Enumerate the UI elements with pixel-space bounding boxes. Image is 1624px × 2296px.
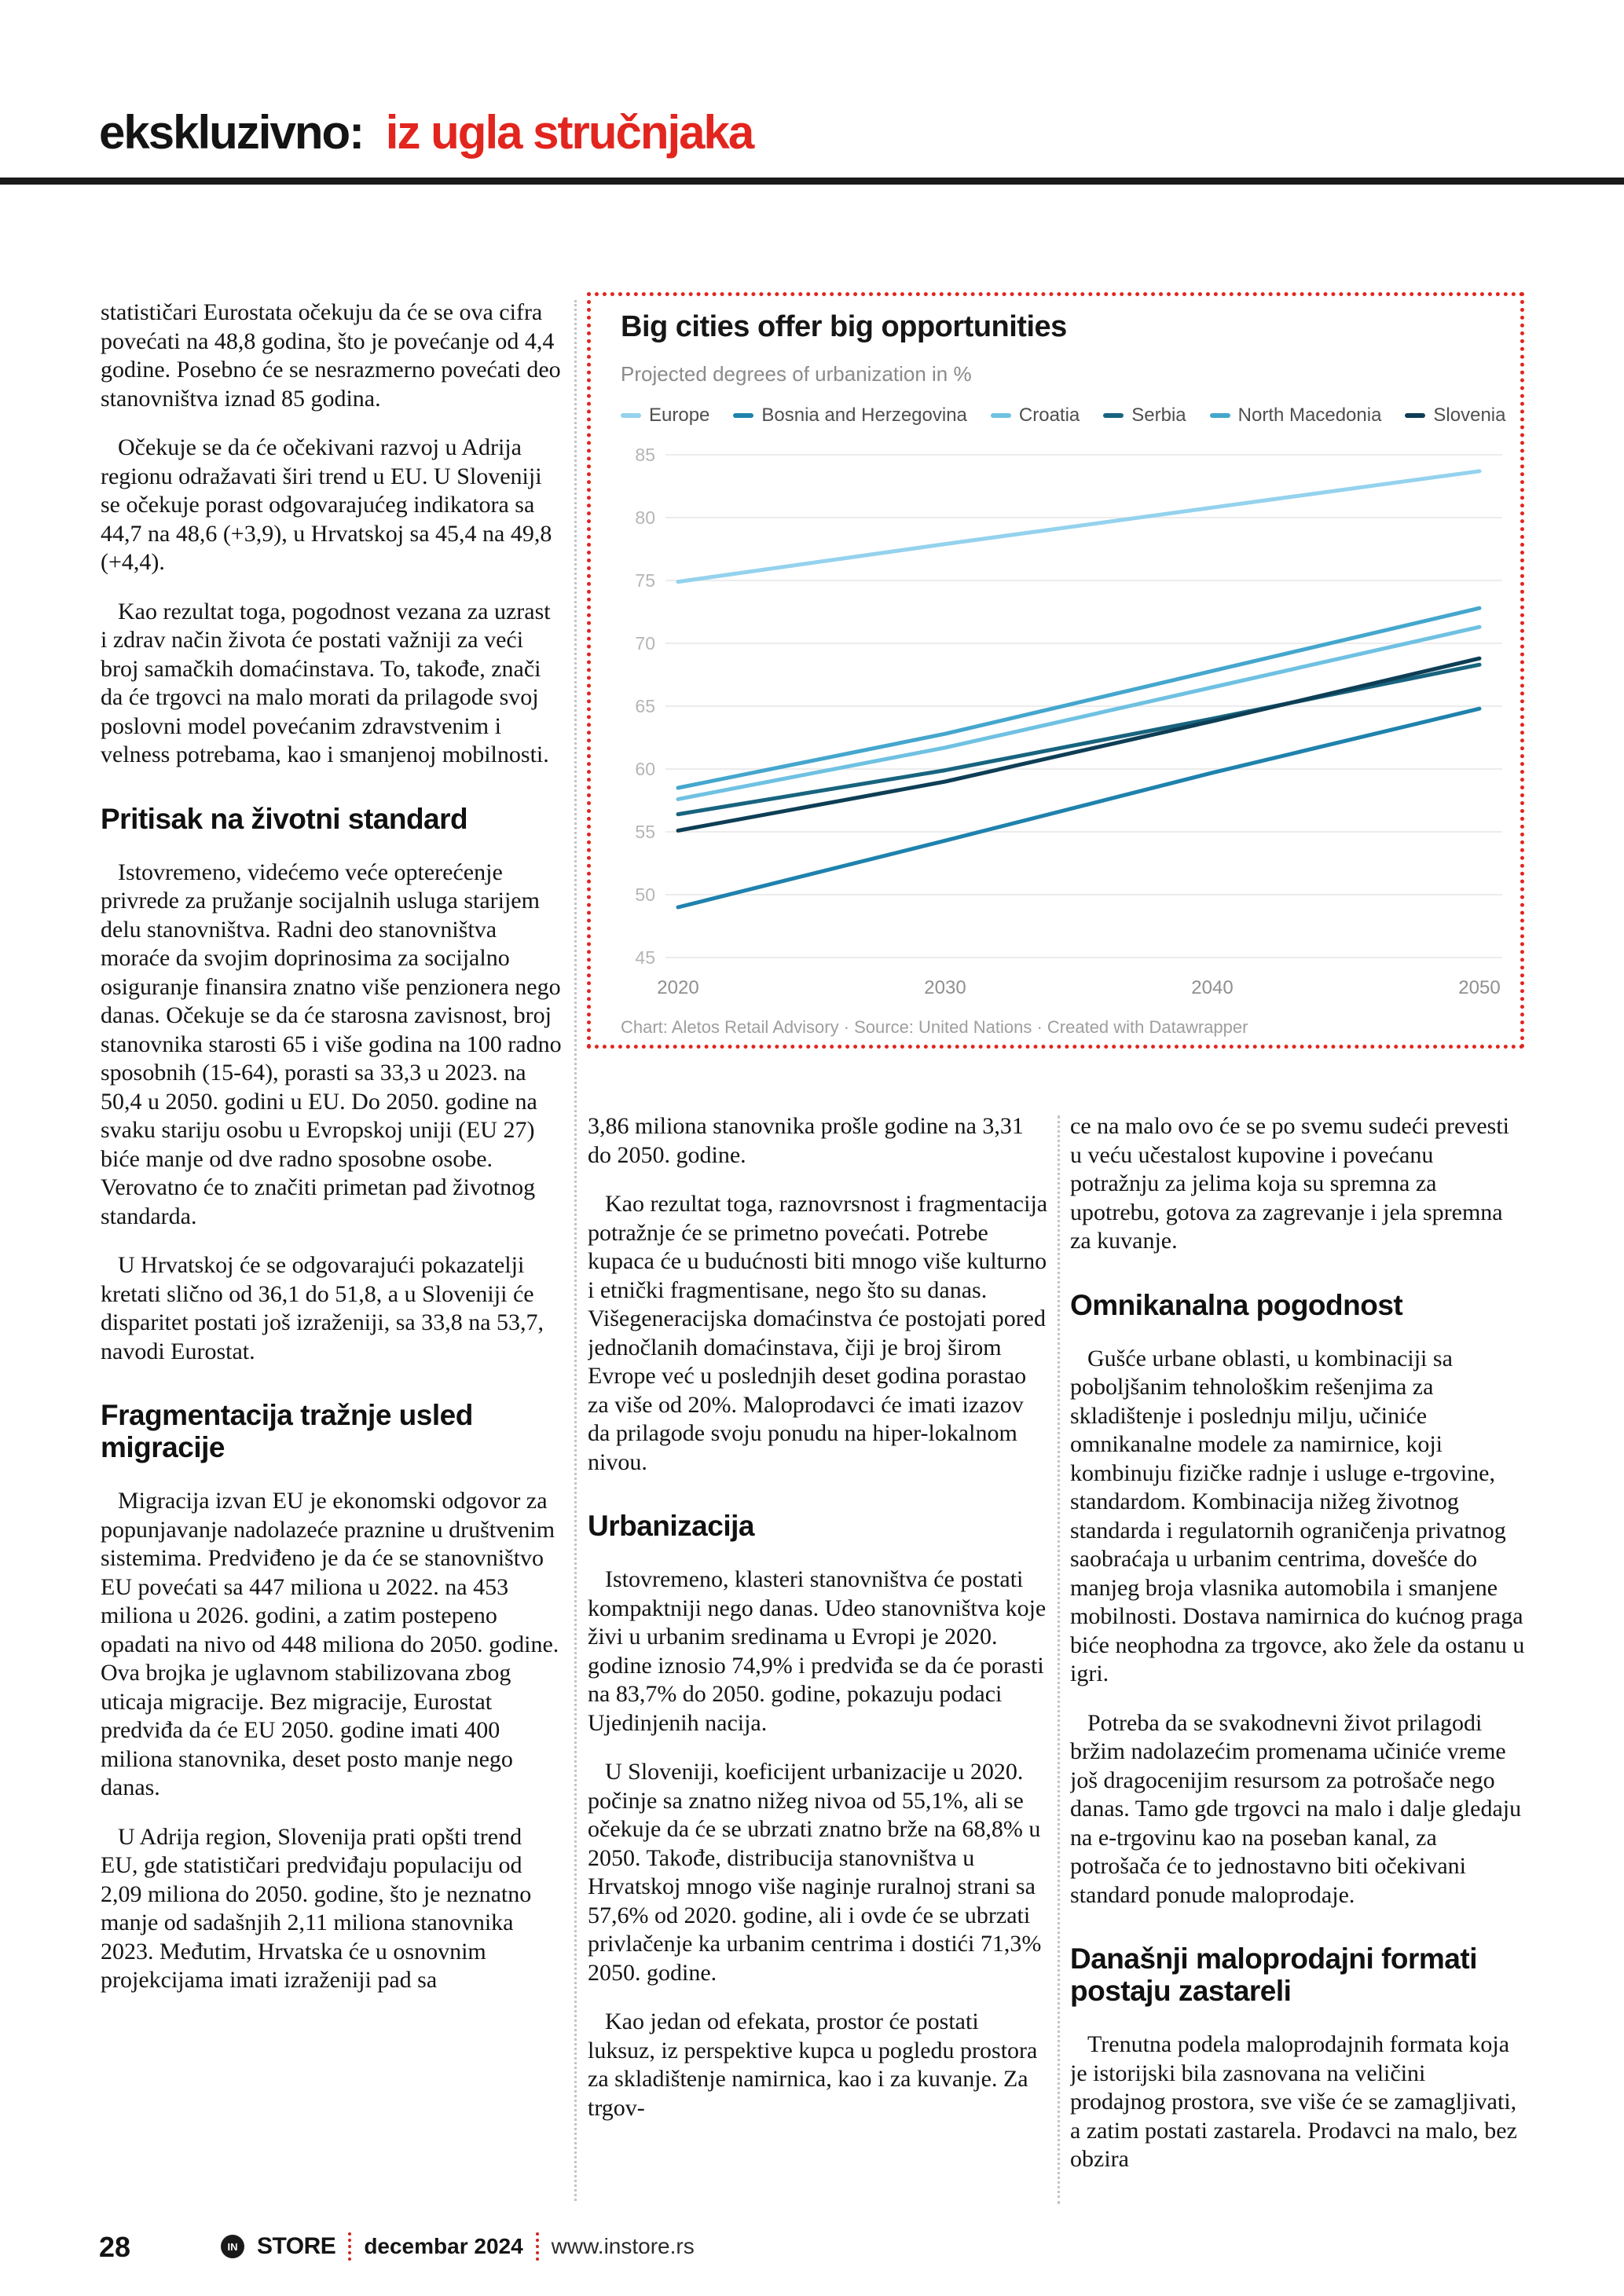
chart-plot: 45 50 55 60 65 70 75 80 85 2020 2030 2040 2050 <box>635 445 1502 998</box>
store-wordmark: STORE <box>257 2233 336 2259</box>
svg-text:2040: 2040 <box>1191 977 1233 998</box>
legend-swatch-icon <box>1103 413 1124 418</box>
body-paragraph: U Sloveniji, koeficijent urbanizacije u … <box>588 1759 1042 1986</box>
legend-swatch-icon <box>1209 413 1230 418</box>
body-paragraph: Istovremeno, videćemo veće opterećenje p… <box>101 859 562 1229</box>
svg-text:60: 60 <box>635 759 655 779</box>
chart-caption: Chart: Aletos Retail Advisory · Source: … <box>621 1017 1248 1037</box>
body-paragraph: Kao rezultat toga, raznovrsnost i fragme… <box>588 1191 1048 1475</box>
body-paragraph: Gušće urbane oblasti, u kombinaciji sa p… <box>1070 1345 1525 1687</box>
page-kicker: ekskluzivno: iz ugla stručnjaka <box>99 105 754 159</box>
svg-text:2050: 2050 <box>1458 977 1500 998</box>
chart-line-north-macedonia <box>676 606 1482 790</box>
legend-swatch-icon <box>1405 413 1426 418</box>
legend-item: Slovenia <box>1405 405 1505 427</box>
article-column-3: ce na malo ovo će se po svemu sudeći pre… <box>1070 1112 1526 2212</box>
svg-text:85: 85 <box>635 445 655 465</box>
svg-text:2030: 2030 <box>924 977 966 998</box>
body-paragraph: ce na malo ovo će se po svemu sudeći pre… <box>1070 1113 1509 1254</box>
kicker-red-text: iz ugla stručnjaka <box>385 106 754 159</box>
logo-monogram: IN <box>227 2240 238 2253</box>
legend-item: Croatia <box>990 405 1080 427</box>
chart-title: Big cities offer big opportunities <box>621 310 1067 343</box>
legend-item: Serbia <box>1103 405 1186 427</box>
body-paragraph: Istovremeno, klasteri stanovništva će po… <box>588 1566 1047 1736</box>
article-column-2: 3,86 miliona stanovnika prošle godine na… <box>588 1112 1050 2212</box>
legend-label: Slovenia <box>1433 405 1506 426</box>
article-column-1: statističari Eurostata očekuju da će se … <box>101 298 563 2203</box>
body-paragraph: Kao rezultat toga, pogodnost vezana za u… <box>101 598 551 768</box>
column-separator-right <box>1058 1115 1060 2204</box>
chart-subtitle: Projected degrees of urbanization in % <box>621 362 972 386</box>
body-paragraph: U Hrvatskoj će se odgovarajući pokazatel… <box>101 1252 544 1364</box>
page-number: 28 <box>99 2231 131 2263</box>
legend-item: Bosnia and Herzegovina <box>733 405 967 427</box>
legend-swatch-icon <box>621 413 641 418</box>
svg-text:70: 70 <box>635 633 655 654</box>
chart-line-croatia <box>676 624 1482 801</box>
footer-row: IN STORE decembar 2024 www.instore.rs <box>221 2232 695 2261</box>
body-paragraph: Očekuje se da će očekivani razvoj u Adri… <box>101 434 552 575</box>
section-heading: Pritisak na životni standard <box>101 802 468 835</box>
urbanization-chart: 45 50 55 60 65 70 75 80 85 2020 2030 2040 2050 Big c… <box>587 292 1524 1049</box>
section-heading: Današnji maloprodajni formati postaju za… <box>1070 1943 1477 2007</box>
legend-swatch-icon <box>733 413 754 418</box>
svg-text:80: 80 <box>635 507 655 528</box>
chart-line-bosnia-and-herzegovina <box>676 706 1482 910</box>
body-paragraph: statističari Eurostata očekuju da će se … <box>101 299 561 412</box>
kicker-black-text: ekskluzivno: <box>99 106 365 159</box>
column-separator-left <box>574 300 577 2201</box>
section-heading: Urbanizacija <box>588 1510 754 1542</box>
svg-text:2020: 2020 <box>657 977 698 998</box>
body-paragraph: U Adrija region, Slovenija prati opšti t… <box>101 1823 532 1994</box>
footer-separator-icon <box>348 2232 352 2261</box>
legend-item: Europe <box>621 405 709 427</box>
body-paragraph: Trenutna podela maloprodajnih formata ko… <box>1070 2031 1517 2172</box>
footer-separator-icon <box>535 2232 539 2261</box>
legend-label: Croatia <box>1018 405 1080 426</box>
body-paragraph: Kao jedan od efekata, prostor će postati… <box>588 2009 1038 2121</box>
instore-logo-icon: IN <box>221 2235 244 2258</box>
header-rule <box>0 178 1624 185</box>
legend-item: North Macedonia <box>1209 405 1382 427</box>
chart-line-slovenia <box>676 656 1482 833</box>
legend-label: Serbia <box>1131 405 1186 426</box>
svg-text:45: 45 <box>635 947 655 968</box>
svg-text:50: 50 <box>635 884 655 905</box>
website-url: www.instore.rs <box>551 2234 695 2258</box>
body-paragraph: Migracija izvan EU je ekonomski odgovor … <box>101 1488 559 1800</box>
legend-label: Europe <box>649 405 710 426</box>
svg-text:75: 75 <box>635 570 655 591</box>
section-heading: Fragmentacija tražnje usled migracije <box>101 1399 473 1463</box>
svg-text:55: 55 <box>635 822 655 842</box>
legend-swatch-icon <box>990 413 1011 418</box>
svg-text:65: 65 <box>635 696 655 716</box>
chart-legend: Europe Bosnia and Herzegovina Croatia Serbi… <box>621 405 1505 427</box>
issue-date: decembar 2024 <box>364 2234 523 2258</box>
legend-label: North Macedonia <box>1237 405 1382 426</box>
body-paragraph: Potreba da se svakodnevni život prilagod… <box>1070 1709 1522 1908</box>
chart-line-europe <box>676 469 1482 584</box>
section-heading: Omnikanalna pogodnost <box>1070 1288 1403 1321</box>
legend-label: Bosnia and Herzegovina <box>761 405 967 426</box>
body-paragraph: 3,86 miliona stanovnika prošle godine na… <box>588 1113 1024 1168</box>
